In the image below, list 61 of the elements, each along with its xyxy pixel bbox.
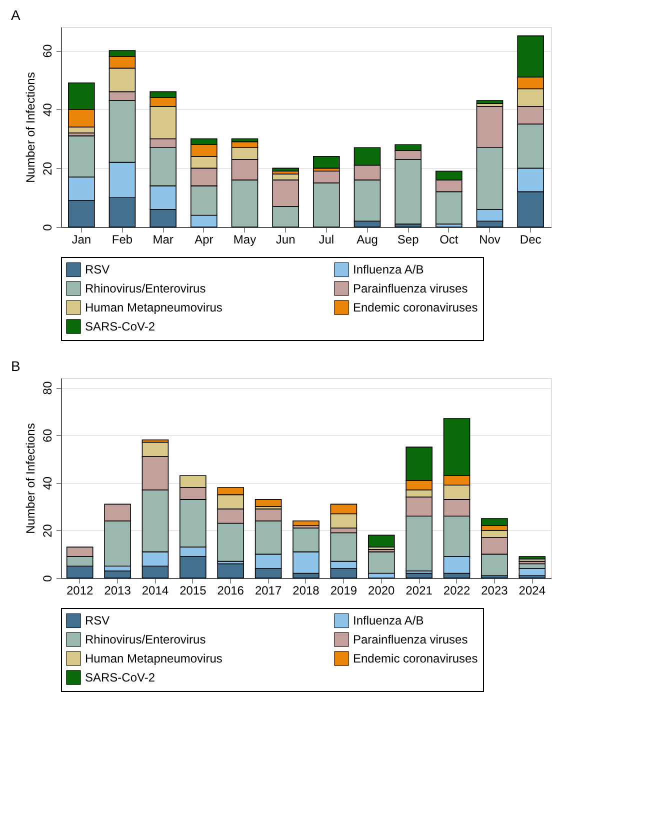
x-tick-label: Feb [112, 232, 133, 246]
legend-label: RSV [85, 262, 110, 277]
legend-label: Parainfluenza viruses [353, 632, 468, 646]
x-tick-label: 2017 [254, 584, 282, 598]
x-tick-label: Nov [479, 232, 500, 246]
x-tick-label: 2022 [443, 584, 470, 598]
x-tick-label: 2012 [66, 584, 94, 598]
x-tick-label: Jul [318, 232, 334, 246]
bar [313, 156, 340, 169]
bar [406, 572, 432, 578]
y-tick-label: 20 [40, 162, 54, 176]
bar [272, 168, 299, 172]
legend-label: Rhinovirus/Enterovirus [85, 282, 206, 296]
legend-label: Influenza A/B [353, 614, 424, 628]
y-axis-title: Number of Infections [24, 72, 38, 183]
x-tick-label: 2023 [481, 584, 508, 598]
x-tick-label: 2015 [180, 584, 207, 598]
x-tick-label: 2014 [142, 584, 169, 598]
x-tick-label: 2016 [217, 584, 244, 598]
x-tick-label: Dec [520, 232, 542, 246]
bar [368, 534, 395, 548]
y-tick-label: 80 [40, 381, 54, 395]
x-tick-label: Jan [72, 232, 92, 246]
x-tick-label: Oct [440, 232, 459, 246]
x-tick-label: 2024 [518, 584, 546, 598]
bar [292, 520, 320, 526]
legend-label: Influenza A/B [353, 262, 424, 277]
legend-label: Human Metapneumovirus [85, 300, 222, 314]
legend-label: RSV [85, 614, 110, 628]
x-tick-label: May [233, 232, 256, 246]
legend-label: Parainfluenza viruses [353, 282, 468, 296]
x-tick-label: 2020 [368, 584, 396, 598]
legend-label: SARS-CoV-2 [85, 670, 156, 684]
legend-label: Endemic coronaviruses [353, 300, 478, 314]
y-tick-label: 0 [40, 224, 54, 231]
x-tick-label: 2013 [104, 584, 132, 598]
bar [254, 499, 282, 507]
legend-label: Rhinovirus/Enterovirus [85, 632, 206, 646]
y-tick-label: 20 [40, 524, 54, 538]
y-axis-title: Number of Infections [24, 423, 38, 534]
x-tick-label: 2021 [406, 584, 433, 598]
x-tick-label: 2018 [292, 584, 320, 598]
x-tick-label: Jun [276, 232, 296, 246]
y-tick-label: 40 [40, 476, 54, 490]
chart-title: B [11, 358, 20, 374]
y-tick-label: 40 [40, 102, 54, 117]
chart-title: A [11, 7, 21, 23]
legend-label: Human Metapneumovirus [85, 652, 222, 666]
x-tick-label: Mar [152, 232, 174, 246]
y-tick-label: 0 [40, 574, 54, 582]
x-tick-label: Sep [397, 232, 420, 246]
x-tick-label: 2019 [330, 584, 358, 598]
x-tick-label: Apr [194, 232, 214, 246]
bar [518, 556, 546, 560]
y-tick-label: 60 [40, 428, 54, 442]
y-tick-label: 60 [40, 44, 54, 58]
bar [476, 100, 504, 104]
bar [217, 563, 244, 578]
x-tick-label: Aug [356, 232, 378, 246]
legend-label: Endemic coronaviruses [353, 652, 478, 666]
legend-label: SARS-CoV-2 [85, 320, 156, 334]
